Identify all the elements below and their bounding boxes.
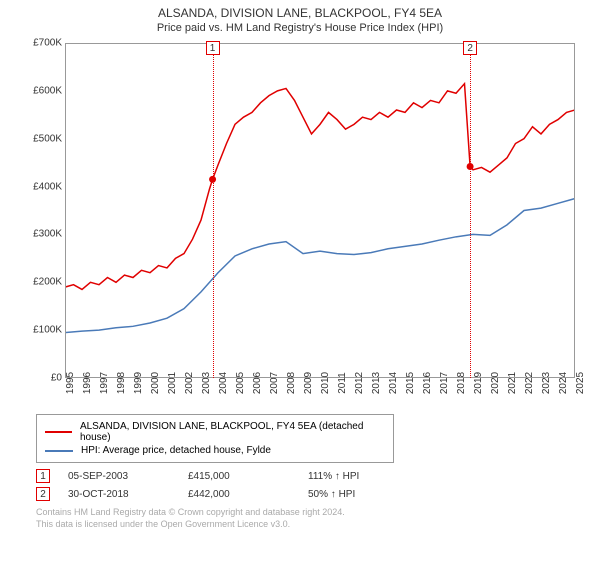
x-tick-label: 2010: [320, 372, 331, 394]
legend-item: HPI: Average price, detached house, Fyld…: [45, 445, 385, 456]
x-tick-label: 1996: [82, 372, 93, 394]
x-tick-label: 2000: [150, 372, 161, 394]
legend-label: HPI: Average price, detached house, Fyld…: [81, 445, 271, 456]
y-tick-label: £0: [14, 373, 62, 384]
sale-row: 1 05-SEP-2003£415,000111% ↑ HPI: [36, 469, 590, 483]
x-tick-label: 2004: [218, 372, 229, 394]
x-tick-label: 2005: [235, 372, 246, 394]
x-tick-label: 2012: [354, 372, 365, 394]
y-tick-label: £600K: [14, 85, 62, 96]
sale-marker-badge: 2: [463, 41, 477, 55]
y-tick-label: £500K: [14, 133, 62, 144]
x-tick-label: 1995: [65, 372, 76, 394]
x-tick-label: 1999: [133, 372, 144, 394]
sale-row: 2 30-OCT-2018£442,00050% ↑ HPI: [36, 487, 590, 501]
y-tick-label: £200K: [14, 277, 62, 288]
x-tick-label: 2003: [201, 372, 212, 394]
x-tick-label: 2019: [473, 372, 484, 394]
sale-row-badge: 2: [36, 487, 50, 501]
x-tick-label: 2017: [439, 372, 450, 394]
sale-marker-badge: 1: [206, 41, 220, 55]
legend-swatch: [45, 431, 72, 433]
x-tick-label: 2023: [541, 372, 552, 394]
sales-table: 1 05-SEP-2003£415,000111% ↑ HPI 2 30-OCT-20…: [36, 469, 590, 501]
y-tick-label: £100K: [14, 325, 62, 336]
chart-area: £0 £100K £200K £300K £400K £500K £600K £700K 199…: [10, 38, 590, 408]
footnote: Contains HM Land Registry data © Crown c…: [36, 507, 590, 530]
x-tick-label: 2006: [252, 372, 263, 394]
sale-price: £415,000: [188, 471, 308, 482]
sale-date: 30-OCT-2018: [68, 489, 188, 500]
footnote-line: Contains HM Land Registry data © Crown c…: [36, 507, 590, 519]
legend-label: ALSANDA, DIVISION LANE, BLACKPOOL, FY4 5…: [80, 421, 385, 443]
x-tick-label: 2013: [371, 372, 382, 394]
series-line: [66, 84, 574, 290]
x-tick-label: 2007: [269, 372, 280, 394]
x-tick-label: 2024: [558, 372, 569, 394]
sale-marker-line: [470, 43, 471, 378]
legend-item: ALSANDA, DIVISION LANE, BLACKPOOL, FY4 5…: [45, 421, 385, 443]
x-tick-label: 2016: [422, 372, 433, 394]
sale-hpi: 111% ↑ HPI: [308, 471, 428, 482]
x-tick-label: 1998: [116, 372, 127, 394]
sale-date: 05-SEP-2003: [68, 471, 188, 482]
x-tick-label: 2022: [524, 372, 535, 394]
legend: ALSANDA, DIVISION LANE, BLACKPOOL, FY4 5…: [36, 414, 394, 463]
x-tick-label: 2002: [184, 372, 195, 394]
sale-row-badge: 1: [36, 469, 50, 483]
sale-hpi: 50% ↑ HPI: [308, 489, 428, 500]
sale-marker-line: [213, 43, 214, 378]
chart-subtitle: Price paid vs. HM Land Registry's House …: [0, 22, 600, 34]
sale-price: £442,000: [188, 489, 308, 500]
x-tick-label: 2015: [405, 372, 416, 394]
footnote-line: This data is licensed under the Open Gov…: [36, 519, 590, 531]
x-tick-label: 2009: [303, 372, 314, 394]
x-tick-label: 2011: [337, 372, 348, 394]
x-tick-label: 1997: [99, 372, 110, 394]
series-line: [66, 199, 574, 333]
plot-area: [65, 43, 575, 378]
legend-swatch: [45, 450, 73, 452]
x-tick-label: 2008: [286, 372, 297, 394]
plot-svg: [66, 44, 574, 377]
y-tick-label: £400K: [14, 181, 62, 192]
chart-title: ALSANDA, DIVISION LANE, BLACKPOOL, FY4 5…: [0, 6, 600, 20]
x-tick-label: 2025: [575, 372, 586, 394]
y-tick-label: £700K: [14, 38, 62, 49]
y-tick-label: £300K: [14, 229, 62, 240]
x-tick-label: 2021: [507, 372, 518, 394]
x-tick-label: 2020: [490, 372, 501, 394]
x-tick-label: 2014: [388, 372, 399, 394]
x-tick-label: 2018: [456, 372, 467, 394]
x-tick-label: 2001: [167, 372, 178, 394]
